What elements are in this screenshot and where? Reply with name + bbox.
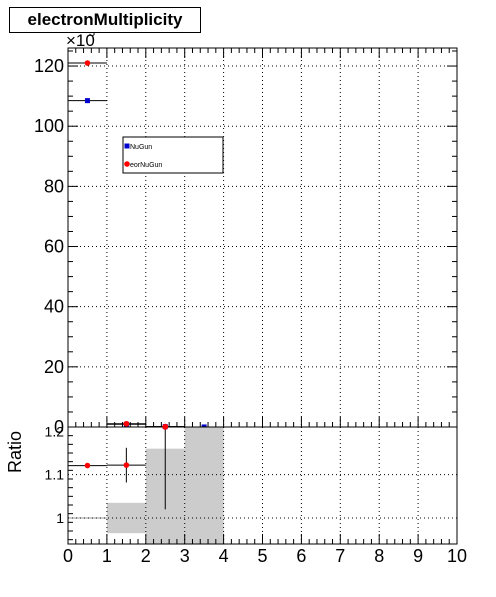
ratio-y-tick-label: 1.1 <box>45 467 65 483</box>
ratio-plot-panel: 1 1.1 1.2 0 1 2 3 4 5 6 7 8 9 10 <box>45 423 467 566</box>
y-tick-label: 0 <box>54 417 64 437</box>
ratio-y-tick-label: 1.2 <box>45 423 65 439</box>
x-tick-label: 4 <box>219 546 229 566</box>
y-tick-label: 60 <box>44 237 64 257</box>
x-tick-label: 3 <box>180 546 190 566</box>
uncertainty-band <box>106 502 146 534</box>
ratio-point <box>162 424 169 430</box>
ratio-point <box>84 462 91 469</box>
x-tick-label: 1 <box>102 546 112 566</box>
chart-title-box: electronMultiplicity <box>9 7 201 33</box>
legend-entry-label: NuGun <box>130 144 152 151</box>
x-tick-label: 6 <box>296 546 306 566</box>
x-tick-label: 2 <box>141 546 151 566</box>
x-tick-label: 5 <box>257 546 267 566</box>
ratio-axis-label: Ratio <box>5 431 25 473</box>
y-tick-label: 20 <box>44 357 64 377</box>
data-point-NuGun <box>84 98 90 104</box>
y-tick-label: 120 <box>34 56 64 76</box>
x-tick-label: 0 <box>63 546 73 566</box>
x-tick-label: 9 <box>413 546 423 566</box>
y-tick-label: 80 <box>44 176 64 196</box>
ratio-y-tick-label: 1 <box>56 510 64 526</box>
data-point-eorNuGun <box>84 60 91 66</box>
x-tick-label: 7 <box>335 546 345 566</box>
main-plot-panel: 0 20 40 60 80 100 120 NuGun eorNuGun <box>34 47 458 437</box>
y-tick-label: 100 <box>34 116 64 136</box>
legend-marker <box>124 143 130 149</box>
ratio-point <box>123 462 130 468</box>
y-exponent-label: ×10 <box>66 31 95 50</box>
y-tick-label: 40 <box>44 297 64 317</box>
x-tick-label: 10 <box>447 546 467 566</box>
legend-marker <box>124 161 130 167</box>
uncertainty-band <box>184 427 224 544</box>
data-point-eorNuGun <box>123 420 130 427</box>
x-tick-label: 8 <box>374 546 384 566</box>
legend-entry-label: eorNuGun <box>130 162 162 169</box>
chart-title: electronMultiplicity <box>27 10 183 29</box>
y-exponent-power: 3 <box>89 27 95 39</box>
